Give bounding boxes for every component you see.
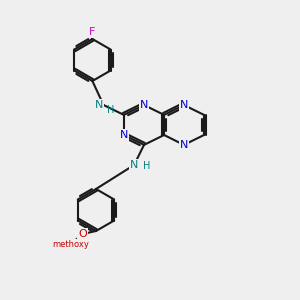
Text: N: N [180,140,188,150]
Text: N: N [140,100,148,110]
Text: O: O [78,229,87,239]
Text: N: N [180,100,188,110]
Text: methoxy: methoxy [52,240,89,249]
Text: N: N [120,130,128,140]
Text: H: H [143,160,150,171]
Text: N: N [95,100,103,110]
Text: H: H [107,105,115,116]
Text: N: N [130,160,138,170]
Text: F: F [89,27,96,38]
